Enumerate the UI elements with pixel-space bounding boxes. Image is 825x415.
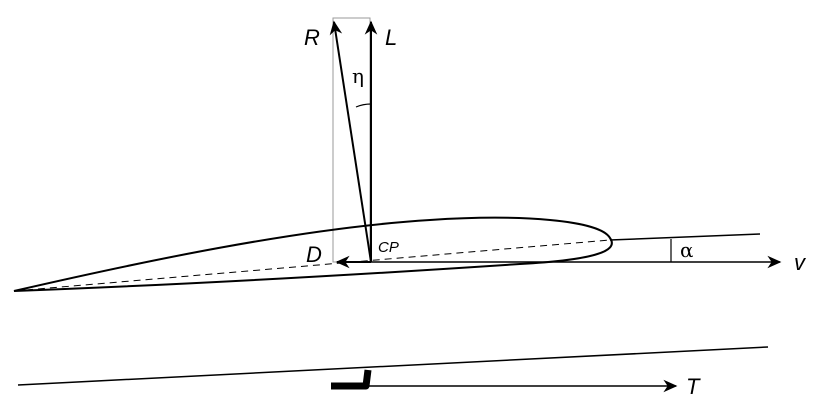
- resultant-arrow: [329, 20, 372, 263]
- chord-line: [13, 239, 611, 292]
- thrust-mount: [331, 369, 372, 390]
- label-center-of-pressure: CP: [378, 239, 399, 256]
- chord-extension: [609, 233, 761, 241]
- label-lift: L: [385, 25, 397, 50]
- label-thrust: T: [686, 374, 701, 399]
- label-velocity: v: [794, 250, 807, 275]
- airfoil-outline: [13, 216, 613, 292]
- label-resultant: R: [304, 25, 320, 50]
- eta-arc: [355, 103, 372, 108]
- label-drag: D: [306, 242, 322, 267]
- reference-line: [17, 346, 769, 386]
- label-eta: η: [352, 64, 364, 88]
- label-alpha: α: [680, 238, 694, 262]
